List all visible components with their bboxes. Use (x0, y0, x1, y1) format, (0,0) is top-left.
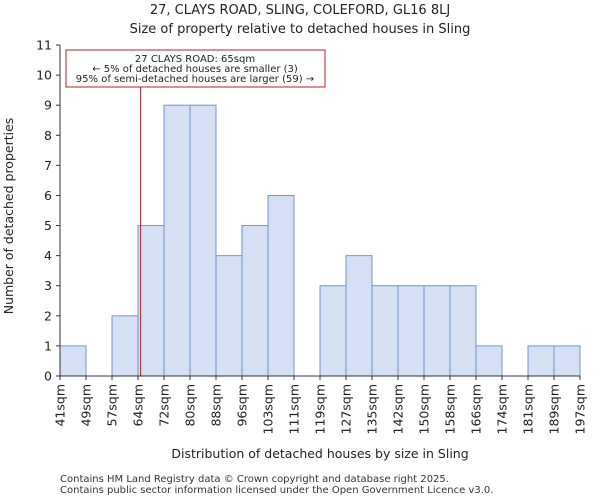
bar-127sqm (345, 255, 373, 377)
bar-57sqm (111, 315, 139, 377)
bar-150sqm (423, 285, 451, 377)
x-tick-label: 150sqm (417, 384, 432, 434)
x-tick-label: 135sqm (365, 384, 380, 434)
x-tick-label: 111sqm (287, 384, 302, 434)
bar-158sqm (449, 285, 477, 377)
x-tick-label: 72sqm (157, 384, 172, 427)
y-tick-label: 6 (44, 188, 52, 203)
x-tick-label: 174sqm (495, 384, 510, 434)
chart-title: 27, CLAYS ROAD, SLING, COLEFORD, GL16 8L… (150, 3, 450, 18)
y-axis-label: Number of detached properties (1, 118, 16, 315)
x-tick-label: 64sqm (131, 384, 146, 427)
footer-line-2: Contains public sector information licen… (60, 485, 493, 496)
bar-41sqm (59, 345, 87, 377)
annotation-line-1: 27 CLAYS ROAD: 65sqm (135, 54, 255, 65)
y-tick-label: 3 (44, 278, 52, 293)
bar-166sqm (475, 345, 503, 377)
x-tick-label: 181sqm (521, 384, 536, 434)
footer-line-1: Contains HM Land Registry data © Crown c… (60, 474, 449, 485)
bar-119sqm (319, 285, 347, 377)
y-tick-label: 11 (36, 38, 52, 53)
bar-96sqm (241, 225, 269, 377)
bar-64sqm (137, 225, 165, 377)
chart-subtitle: Size of property relative to detached ho… (130, 22, 471, 37)
x-tick-label: 88sqm (209, 384, 224, 427)
x-tick-label: 103sqm (261, 384, 276, 434)
y-tick-label: 9 (44, 98, 52, 113)
bar-80sqm (189, 104, 217, 377)
y-tick-label: 7 (44, 158, 52, 173)
bar-181sqm (527, 345, 555, 377)
x-tick-label: 41sqm (53, 384, 68, 427)
y-tick-label: 0 (44, 369, 52, 384)
x-tick-label: 49sqm (79, 384, 94, 427)
x-tick-label: 158sqm (443, 384, 458, 434)
x-tick-label: 127sqm (339, 384, 354, 434)
x-axis-label: Distribution of detached houses by size … (171, 446, 468, 461)
x-tick-label: 96sqm (235, 384, 250, 427)
annotation-box (65, 49, 326, 88)
bar-72sqm (163, 104, 191, 377)
bar-103sqm (267, 194, 295, 377)
y-tick-label: 2 (44, 308, 52, 323)
y-tick-label: 1 (44, 338, 52, 353)
annotation-line-2: ← 5% of detached houses are smaller (3) (92, 64, 298, 75)
bar-142sqm (397, 285, 425, 377)
y-ticks-group: 0 1 2 3 4 5 6 7 8 9 10 11 (36, 38, 60, 384)
bar-88sqm (215, 255, 243, 377)
y-tick-label: 10 (36, 68, 52, 83)
y-tick-label: 5 (44, 218, 52, 233)
bar-135sqm (371, 285, 399, 377)
x-tick-label: 142sqm (391, 384, 406, 434)
x-tick-label: 189sqm (547, 384, 562, 434)
bar-189sqm (553, 345, 581, 377)
bars-group (59, 104, 581, 377)
x-ticks-group: 41sqm 49sqm 57sqm 64sqm 72sqm 80sqm 88sqm 96sqm… (53, 376, 588, 434)
y-tick-label: 8 (44, 128, 52, 143)
y-tick-label: 4 (44, 248, 52, 263)
x-tick-label: 166sqm (469, 384, 484, 434)
x-tick-label: 57sqm (105, 384, 120, 427)
x-tick-label: 197sqm (573, 384, 588, 434)
x-tick-label: 80sqm (183, 384, 198, 427)
annotation-line-3: 95% of semi-detached houses are larger (… (76, 74, 314, 85)
x-tick-label: 119sqm (313, 384, 328, 434)
